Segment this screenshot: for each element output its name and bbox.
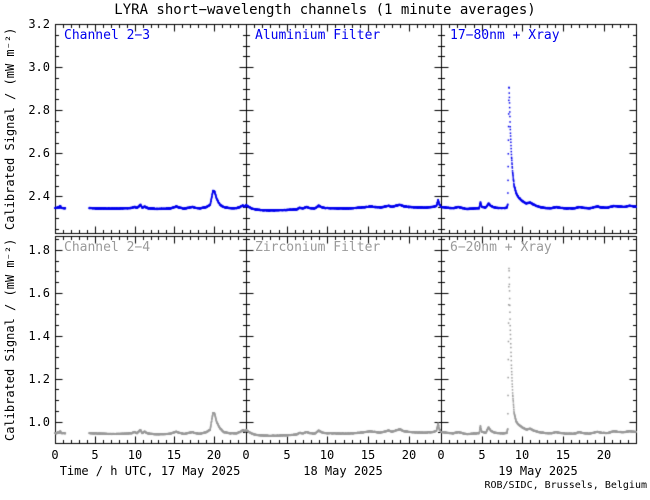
y-tick-label: 2.4 (28, 189, 50, 203)
y-tick-label: 1.0 (28, 415, 50, 429)
x-tick-label: 20 (206, 448, 222, 462)
panel-label-aluminium-filter: Aluminium Filter (255, 28, 381, 43)
x-tick-label: 10 (319, 448, 335, 462)
y-tick-label: 3.2 (28, 17, 50, 31)
x-tick-label: 15 (360, 448, 376, 462)
y-tick-label: 1.4 (28, 329, 50, 343)
y-tick-label: 1.6 (28, 286, 50, 300)
x-axis-label-18-may: 18 May 2025 (303, 464, 383, 478)
panel-label-6-20nm-xray: 6−20nm + Xray (450, 240, 552, 255)
x-tick-label: 10 (127, 448, 143, 462)
x-axis-label-19-may: 19 May 2025 (498, 464, 578, 478)
panel-label-zirconium-filter: Zirconium Filter (255, 240, 381, 255)
x-tick-label: 5 (91, 448, 99, 462)
x-tick-label: 15 (555, 448, 571, 462)
panel-label-channel-2-4: Channel 2−4 (64, 240, 151, 255)
x-tick-label: 15 (166, 448, 182, 462)
y-tick-label: 3.0 (28, 60, 50, 74)
y-tick-label: 2.6 (28, 146, 50, 160)
x-axis-label-17-may: Time / h UTC, 17 May 2025 (59, 464, 241, 478)
x-tick-label: 0 (437, 448, 445, 462)
x-tick-label: 20 (596, 448, 612, 462)
panel-label-channel-2-3: Channel 2−3 (64, 28, 151, 43)
x-tick-label: 5 (283, 448, 291, 462)
credit-text: ROB/SIDC, Brussels, Belgium (484, 480, 647, 491)
x-tick-label: 10 (514, 448, 530, 462)
x-tick-label: 5 (478, 448, 486, 462)
x-tick-label: 20 (401, 448, 417, 462)
x-tick-label: 0 (242, 448, 250, 462)
y-tick-label: 2.8 (28, 103, 50, 117)
x-tick-label: 0 (51, 448, 59, 462)
y-tick-label: 1.2 (28, 372, 50, 386)
chart-title: LYRA short−wavelength channels (1 minute… (114, 2, 536, 18)
panel-label-17-80nm-xray: 17−80nm + Xray (450, 28, 560, 43)
y-tick-label: 1.8 (28, 243, 50, 257)
